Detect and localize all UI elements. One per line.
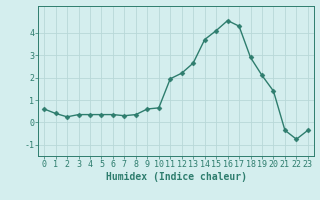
X-axis label: Humidex (Indice chaleur): Humidex (Indice chaleur) bbox=[106, 172, 246, 182]
